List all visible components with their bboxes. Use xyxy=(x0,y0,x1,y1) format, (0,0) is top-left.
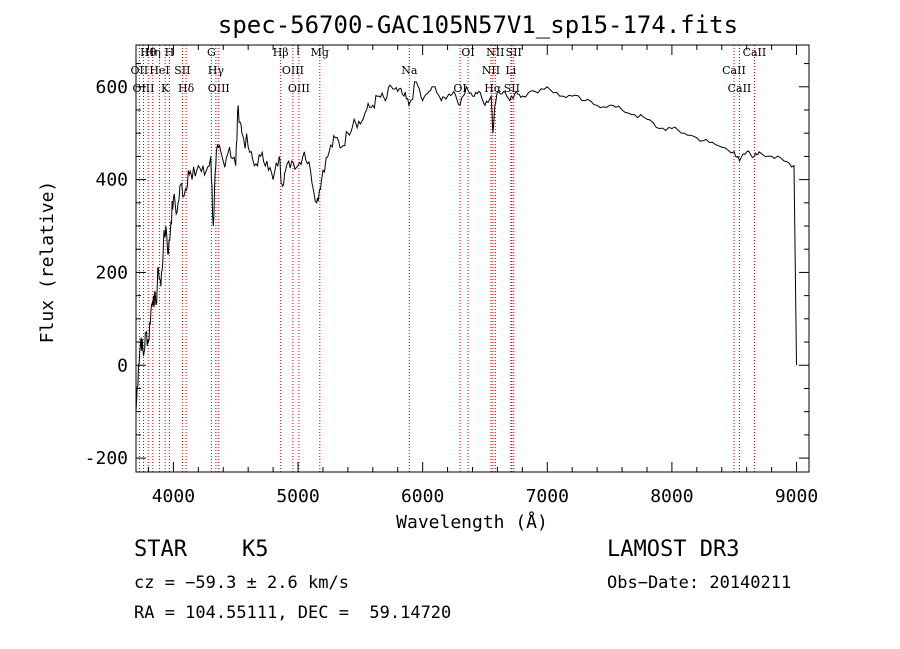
line-label: SII xyxy=(174,64,190,77)
x-tick-label: 9000 xyxy=(775,486,818,507)
line-label: OIII xyxy=(132,82,154,95)
line-label: Hβ xyxy=(273,46,289,59)
x-axis-label: Wavelength (Å) xyxy=(396,511,548,533)
x-tick-label: 5000 xyxy=(276,486,319,507)
line-label: CaII xyxy=(728,82,752,95)
line-label: NII xyxy=(482,64,500,77)
plot-frame xyxy=(135,44,810,473)
line-label: Na xyxy=(401,64,418,77)
x-tick-label: 7000 xyxy=(526,486,569,507)
spectrum-line xyxy=(135,81,797,412)
object-subclass: K5 xyxy=(242,537,269,562)
chart-title: spec-56700-GAC105N57V1_sp15-174.fits xyxy=(218,11,738,39)
line-label: OII xyxy=(131,64,149,77)
observation-date: Obs−Date: 20140211 xyxy=(607,573,792,593)
line-label: Hδ xyxy=(178,82,195,95)
y-tick-label: 200 xyxy=(95,262,128,283)
line-label: K xyxy=(161,82,170,95)
spectrum-chart: spec-56700-GAC105N57V1_sp15-174.fits Hθ O… xyxy=(37,11,818,533)
x-tick-label: 6000 xyxy=(401,486,444,507)
y-tick-label: 0 xyxy=(117,355,128,376)
line-label: HeI xyxy=(149,64,169,77)
x-tick-label: 4000 xyxy=(152,486,195,507)
line-label: Mg xyxy=(311,46,329,59)
line-label: Hγ xyxy=(208,64,225,77)
x-axis-ticks: 4000 5000 6000 7000 8000 9000 xyxy=(147,45,818,507)
line-label: OI xyxy=(461,46,474,59)
line-label: CaII xyxy=(722,64,746,77)
ra-dec-coordinates: RA = 104.55111, DEC = 59.14720 xyxy=(134,603,452,623)
line-label: Li xyxy=(505,64,516,77)
line-label: SII xyxy=(506,46,522,59)
line-label: OIII xyxy=(282,64,304,77)
line-label: H xyxy=(165,46,175,59)
line-label: Hη xyxy=(145,46,161,59)
spectral-line-markers xyxy=(138,45,755,472)
line-label: Hθ xyxy=(140,46,157,59)
survey-name: LAMOST DR3 xyxy=(607,537,740,562)
y-tick-label: -200 xyxy=(85,448,128,469)
line-label: G xyxy=(207,46,216,59)
line-label: OI xyxy=(453,82,466,95)
x-tick-label: 8000 xyxy=(650,486,693,507)
y-axis-ticks: -200 0 200 400 600 xyxy=(85,63,809,469)
redshift-velocity: cz = −59.3 ± 2.6 km/s xyxy=(134,573,349,593)
y-axis-label: Flux (relative) xyxy=(37,181,58,344)
y-tick-label: 400 xyxy=(95,170,128,191)
line-label: CaII xyxy=(743,46,767,59)
line-label: OIII xyxy=(288,82,310,95)
y-tick-label: 600 xyxy=(95,77,128,98)
object-class: STAR xyxy=(134,537,187,562)
line-label: OIII xyxy=(208,82,230,95)
line-label: NII xyxy=(486,46,504,59)
spectral-line-labels: Hθ OII OIII Hη HeI K H SII Hδ G Hγ OIII Hβ OIII OIII Mg… xyxy=(131,46,767,95)
